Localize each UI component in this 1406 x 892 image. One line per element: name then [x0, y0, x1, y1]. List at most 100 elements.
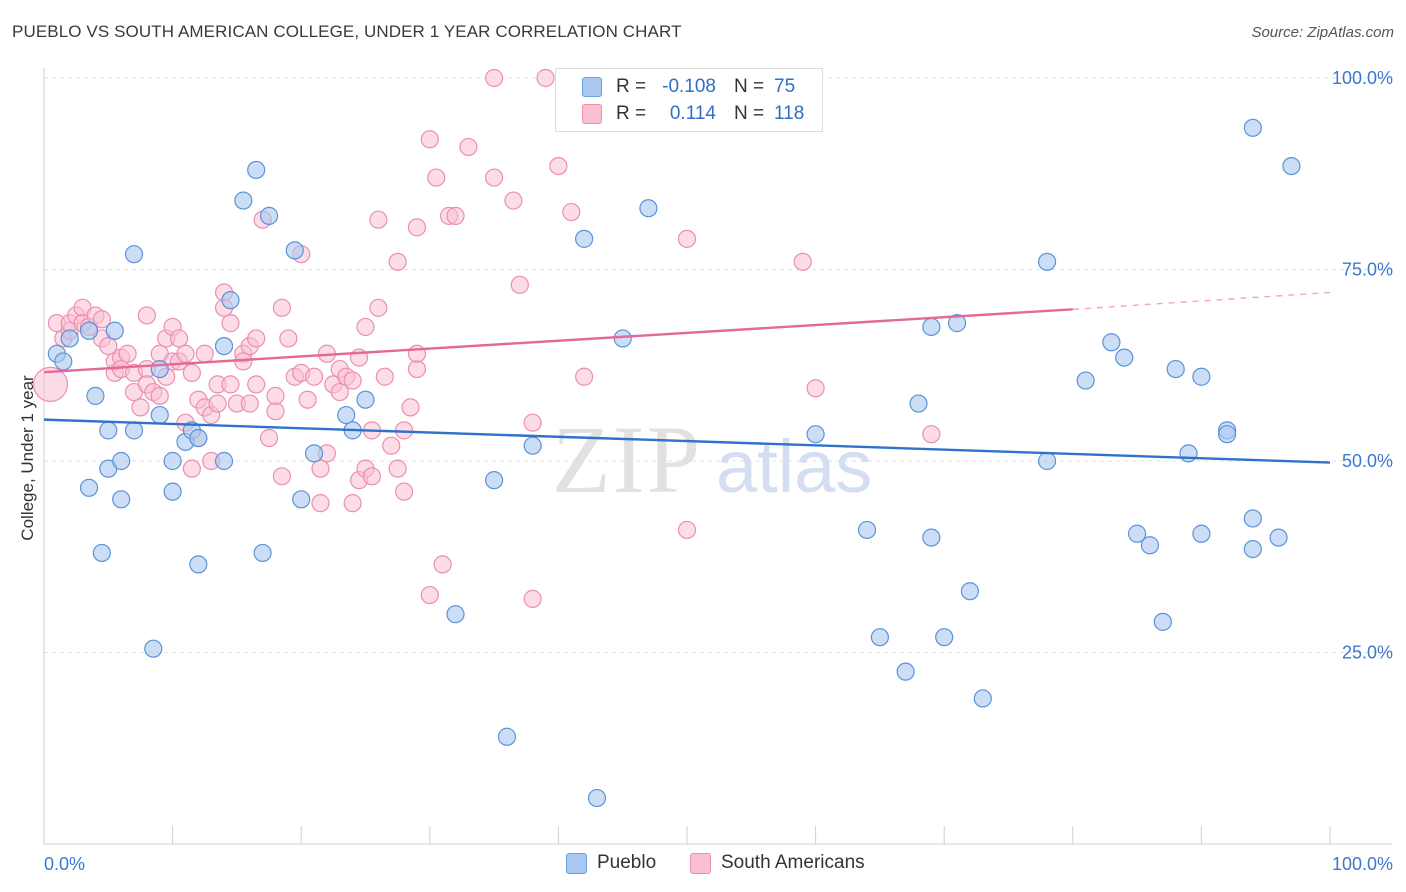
- trend-line-south-americans-extension: [1072, 291, 1331, 311]
- data-point-pueblo: [523, 436, 542, 455]
- data-point-pueblo: [234, 191, 253, 210]
- data-point-south-americans: [806, 379, 825, 398]
- trend-lines: [43, 291, 1331, 464]
- data-point-south-americans: [92, 310, 111, 329]
- data-point-pueblo: [1127, 524, 1147, 543]
- data-point-south-americans: [369, 298, 388, 317]
- data-point-south-americans: [247, 329, 266, 348]
- data-point-south-americans: [182, 459, 201, 478]
- data-point-south-americans: [298, 390, 317, 409]
- legend-n-label: N =: [734, 76, 765, 97]
- legend-row-south-americans: R = 0.114 N = 118: [582, 101, 804, 127]
- data-point-south-americans: [407, 218, 427, 237]
- data-point-south-americans: [362, 467, 382, 486]
- data-point-pueblo: [214, 337, 234, 356]
- data-point-south-americans: [369, 210, 388, 229]
- data-point-south-americans: [485, 168, 504, 187]
- data-point-pueblo: [124, 421, 144, 440]
- x-axis-ticks: [172, 826, 1331, 844]
- data-point-pueblo: [973, 689, 992, 708]
- data-point-south-americans: [677, 229, 697, 248]
- data-point-pueblo: [144, 639, 163, 658]
- legend-label-south-americans: South Americans: [721, 852, 865, 873]
- data-point-pueblo: [1243, 509, 1262, 528]
- trend-line-south-americans: [43, 308, 1073, 374]
- data-point-south-americans: [523, 413, 542, 432]
- data-point-south-americans: [485, 68, 504, 88]
- data-point-pueblo: [247, 160, 266, 180]
- data-point-pueblo: [259, 206, 279, 225]
- data-point-south-americans: [221, 314, 240, 333]
- data-point-pueblo: [54, 352, 73, 371]
- axes: [43, 68, 1392, 845]
- data-point-pueblo: [1269, 528, 1288, 547]
- data-point-south-americans: [446, 206, 465, 225]
- data-point-south-americans: [279, 329, 298, 348]
- data-point-pueblo: [1243, 539, 1262, 559]
- legend-r-label: R =: [616, 76, 647, 97]
- data-point-pueblo: [92, 543, 111, 563]
- data-point-pueblo: [99, 421, 118, 440]
- data-point-south-americans: [382, 436, 401, 455]
- data-point-south-americans: [99, 337, 118, 356]
- data-point-pueblo: [587, 788, 607, 808]
- data-point-south-americans: [427, 168, 446, 187]
- data-point-south-americans: [343, 494, 362, 513]
- data-point-south-americans: [32, 366, 69, 402]
- data-point-pueblo: [1037, 451, 1057, 471]
- watermark: ZIP atlas: [552, 406, 872, 513]
- data-point-pueblo: [285, 241, 304, 260]
- data-point-pueblo: [189, 428, 208, 448]
- data-point-south-americans: [311, 494, 330, 513]
- data-point-pueblo: [896, 662, 915, 681]
- series-legend: Pueblo South Americans: [0, 852, 1406, 878]
- data-point-south-americans: [221, 375, 240, 394]
- legend-item-south-americans[interactable]: South Americans: [690, 852, 865, 874]
- data-point-pueblo: [446, 605, 465, 624]
- data-point-south-americans: [388, 252, 407, 271]
- data-point-south-americans: [118, 344, 137, 363]
- x-tick-label: 100.0%: [1332, 854, 1393, 874]
- data-point-south-americans: [240, 394, 259, 413]
- data-point-pueblo: [485, 471, 504, 490]
- data-point-pueblo: [1140, 536, 1160, 555]
- data-point-south-americans: [259, 428, 279, 448]
- data-point-pueblo: [214, 451, 234, 471]
- series-south-americans: [32, 68, 941, 608]
- data-point-south-americans: [433, 555, 452, 574]
- data-point-pueblo: [613, 329, 632, 348]
- y-axis-tick-labels: 100.0% 75.0% 50.0% 25.0%: [1332, 68, 1393, 663]
- y-tick-label: 75.0%: [1342, 260, 1393, 280]
- data-point-south-americans: [137, 306, 156, 325]
- data-point-pueblo: [124, 245, 144, 264]
- legend-item-pueblo[interactable]: Pueblo: [566, 852, 656, 874]
- data-point-south-americans: [356, 317, 375, 337]
- data-point-pueblo: [189, 555, 208, 574]
- data-point-pueblo: [575, 229, 594, 248]
- data-point-south-americans: [420, 130, 439, 149]
- data-point-south-americans: [208, 394, 227, 413]
- data-point-pueblo: [922, 317, 941, 337]
- data-point-pueblo: [639, 199, 658, 218]
- chart-source: Source: ZipAtlas.com: [1251, 24, 1394, 41]
- data-point-south-americans: [272, 298, 292, 317]
- data-point-south-americans: [266, 402, 285, 421]
- data-point-pueblo: [806, 425, 825, 444]
- legend-n-label: N =: [734, 103, 765, 124]
- legend-swatch-south-americans: [582, 104, 602, 124]
- data-point-south-americans: [388, 459, 407, 478]
- data-point-south-americans: [195, 344, 214, 363]
- legend-n-value: 118: [774, 103, 805, 124]
- data-point-pueblo: [79, 478, 99, 497]
- y-axis-label: College, Under 1 year: [18, 375, 37, 541]
- data-point-south-americans: [420, 585, 439, 605]
- data-point-south-americans: [459, 137, 478, 157]
- data-point-south-americans: [169, 329, 189, 348]
- data-point-south-americans: [182, 363, 201, 383]
- legend-swatch-pueblo: [566, 852, 587, 874]
- data-point-pueblo: [1153, 612, 1172, 631]
- data-point-south-americans: [677, 520, 697, 540]
- data-point-south-americans: [510, 275, 529, 294]
- data-point-south-americans: [176, 344, 195, 363]
